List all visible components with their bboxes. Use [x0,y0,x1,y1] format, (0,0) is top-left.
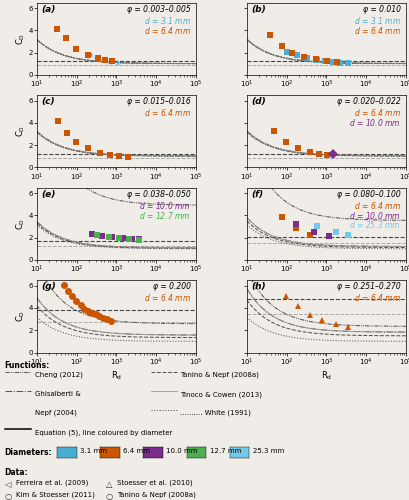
Text: Stoesser et al. (2010): Stoesser et al. (2010) [117,479,192,486]
Text: Tanino & Nepf (2008a): Tanino & Nepf (2008a) [180,372,258,378]
Text: $○$: $○$ [104,492,113,500]
Text: (c): (c) [42,97,55,106]
Text: Cheng (2012): Cheng (2012) [35,372,83,378]
Y-axis label: $C_D$: $C_D$ [14,32,27,44]
Y-axis label: $C_D$: $C_D$ [14,218,27,230]
Text: $d$ = 10.0 mm: $d$ = 10.0 mm [139,200,191,211]
Text: 12.7 mm: 12.7 mm [209,448,240,454]
Text: $d$ = 6.4 mm: $d$ = 6.4 mm [144,292,191,304]
X-axis label: $R_d$: $R_d$ [110,370,122,382]
Text: φ = 0.038–0.050: φ = 0.038–0.050 [127,190,191,199]
Text: $d$ = 3.1 mm: $d$ = 3.1 mm [144,15,191,26]
Text: φ = 0.020–0.022: φ = 0.020–0.022 [337,97,400,106]
Text: Tanino & Nepf (2008a): Tanino & Nepf (2008a) [117,492,195,498]
Text: 6.4 mm: 6.4 mm [123,448,150,454]
Text: $d$ = 3.1 mm: $d$ = 3.1 mm [353,15,400,26]
Text: $○$: $○$ [4,492,13,500]
Text: φ = 0.003–0.005: φ = 0.003–0.005 [127,4,191,14]
Text: $◁$: $◁$ [4,479,12,490]
X-axis label: $R_d$: $R_d$ [320,370,331,382]
Text: (h): (h) [251,282,265,292]
Text: (f): (f) [251,190,263,199]
Text: (a): (a) [42,4,56,14]
Text: (d): (d) [251,97,266,106]
Text: $d$ = 6.4 mm: $d$ = 6.4 mm [144,24,191,36]
Text: Equation (5), line coloured by diameter: Equation (5), line coloured by diameter [35,429,172,436]
Text: Diameters:: Diameters: [4,448,52,457]
Text: $d$ = 25.3 mm: $d$ = 25.3 mm [348,220,400,230]
Text: $d$ = 6.4 mm: $d$ = 6.4 mm [353,108,400,118]
Text: 3.1 mm: 3.1 mm [80,448,107,454]
Y-axis label: $C_D$: $C_D$ [14,125,27,138]
Text: φ = 0.010: φ = 0.010 [362,4,400,14]
Text: $d$ = 10.0 mm: $d$ = 10.0 mm [348,117,400,128]
Text: 25.3 mm: 25.3 mm [252,448,283,454]
Text: 10.0 mm: 10.0 mm [166,448,198,454]
Text: φ = 0.251–0.270: φ = 0.251–0.270 [337,282,400,292]
Text: Functions:: Functions: [4,361,49,370]
Text: $d$ = 6.4 mm: $d$ = 6.4 mm [353,200,400,211]
Text: φ = 0.200: φ = 0.200 [153,282,191,292]
Y-axis label: $C_D$: $C_D$ [14,310,27,322]
Text: $△$: $△$ [104,479,113,490]
Text: $d$ = 12.7 mm: $d$ = 12.7 mm [139,210,191,220]
Text: φ = 0.080–0.100: φ = 0.080–0.100 [337,190,400,199]
Text: φ = 0.015–0.016: φ = 0.015–0.016 [127,97,191,106]
Text: Nepf (2004): Nepf (2004) [35,410,76,416]
Text: Ferreira et al. (2009): Ferreira et al. (2009) [16,479,89,486]
Text: $d$ = 10.0 mm: $d$ = 10.0 mm [348,210,400,220]
Text: (g): (g) [42,282,56,292]
Text: .......... White (1991): .......... White (1991) [180,410,251,416]
Text: Data:: Data: [4,468,28,477]
Text: Ghisalberti &: Ghisalberti & [35,391,81,397]
Text: Tinoco & Cowen (2013): Tinoco & Cowen (2013) [180,391,262,398]
Text: $d$ = 6.4 mm: $d$ = 6.4 mm [144,108,191,118]
Text: (e): (e) [42,190,56,199]
Text: Kim & Stoesser (2011): Kim & Stoesser (2011) [16,492,95,498]
Text: $d$ = 6.4 mm: $d$ = 6.4 mm [353,292,400,304]
Text: $d$ = 6.4 mm: $d$ = 6.4 mm [353,24,400,36]
Text: (b): (b) [251,4,266,14]
